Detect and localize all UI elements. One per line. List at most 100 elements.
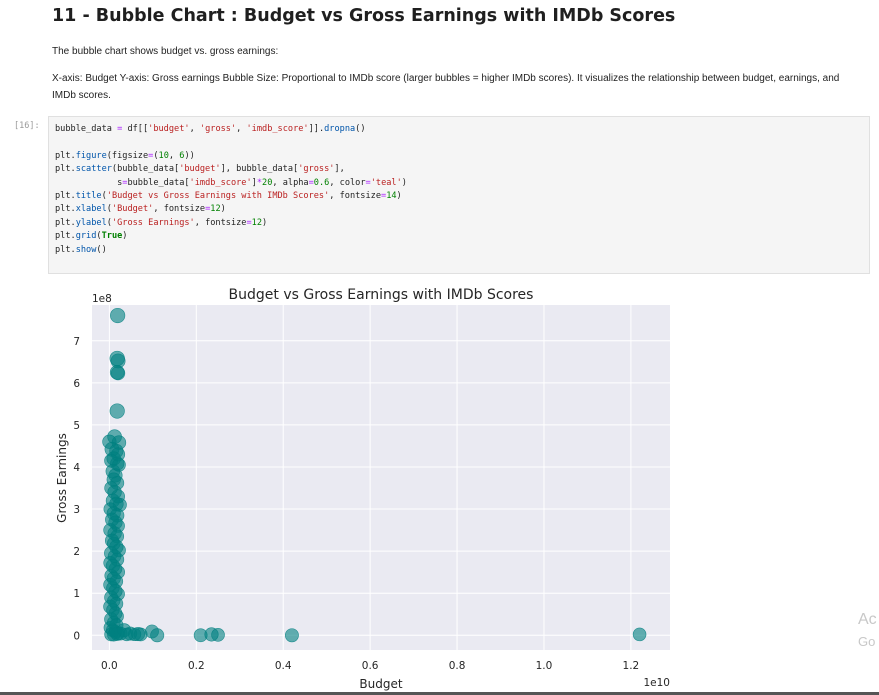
bubble-point <box>111 626 126 641</box>
bubble-point <box>108 468 123 483</box>
bubble-point <box>109 350 125 367</box>
bubble-point <box>204 627 219 642</box>
bubble-point <box>103 523 118 537</box>
plot-area <box>92 305 670 650</box>
bubble-point <box>104 453 119 468</box>
x-offset-label: 1e10 <box>643 677 670 689</box>
bubble-point <box>107 485 122 500</box>
x-tick-label: 0.2 <box>188 660 205 672</box>
bubble-point <box>110 529 125 544</box>
bubble-point <box>106 571 121 586</box>
code-editor[interactable]: bubble_data = df[['budget', 'gross', 'im… <box>55 123 407 257</box>
bubble-point <box>106 451 121 466</box>
bubble-point <box>104 546 119 561</box>
y-axis-label: Gross Earnings <box>55 433 69 523</box>
bubble-point <box>110 366 126 381</box>
bubble-point <box>113 626 128 641</box>
bubble-point <box>102 434 117 449</box>
bubble-point <box>111 435 127 450</box>
bubble-point <box>110 627 125 641</box>
x-tick-label: 0.8 <box>449 660 466 672</box>
bubble-point <box>123 626 138 641</box>
bubble-point <box>108 561 123 576</box>
bubble-point <box>106 603 120 617</box>
code-line: plt.show() <box>55 244 107 255</box>
bubble-point <box>112 458 126 472</box>
bubble-point <box>106 615 121 630</box>
x-tick-label: 0.4 <box>275 660 292 672</box>
bubble-point <box>104 568 118 583</box>
x-tick-label: 0.0 <box>101 660 118 672</box>
bubble-point <box>103 577 118 592</box>
bubble-point <box>105 512 119 527</box>
bubble-point <box>109 574 124 589</box>
code-line: plt.scatter(bubble_data['budget'], bubbl… <box>55 164 345 175</box>
y-tick-label: 6 <box>73 378 80 390</box>
y-tick-label: 3 <box>73 504 80 516</box>
x-tick-label: 1.0 <box>536 660 553 672</box>
bubble-point <box>108 515 123 530</box>
activate-windows-watermark: Ac <box>858 611 877 628</box>
y-tick-label: 0 <box>73 630 80 642</box>
bubble-point <box>109 618 124 633</box>
activate-windows-watermark-sub: Go <box>858 634 876 649</box>
bubble-point <box>109 365 125 380</box>
bubble-point <box>110 552 125 567</box>
bubble-point <box>131 626 146 642</box>
data-points <box>102 307 647 643</box>
bubble-point <box>103 621 117 635</box>
code-line: plt.grid(True) <box>55 231 128 242</box>
bubble-point <box>109 403 125 419</box>
bubble-point <box>105 558 120 573</box>
y-tick-label: 5 <box>73 420 80 432</box>
bubble-point <box>127 627 142 642</box>
y-tick-label: 4 <box>73 462 80 474</box>
code-line: plt.title('Budget vs Gross Earnings with… <box>55 190 402 201</box>
bubble-point <box>108 625 123 639</box>
bubble-point <box>145 624 159 639</box>
bubble-point <box>107 549 122 563</box>
bubble-point <box>112 497 127 512</box>
bubble-point <box>108 606 123 621</box>
bubble-point <box>111 519 125 533</box>
bubble-point <box>112 543 126 558</box>
bubble-point <box>632 627 647 642</box>
code-line <box>55 136 407 149</box>
x-tick-label: 1.2 <box>623 660 640 672</box>
bubble-point <box>211 628 225 642</box>
bubble-point <box>193 628 208 643</box>
description-paragraph: The bubble chart shows budget vs. gross … <box>52 46 279 57</box>
x-tick-labels: 0.0 0.2 0.4 0.6 0.8 1.0 1.2 <box>101 660 639 672</box>
bubble-point <box>110 476 125 490</box>
bubble-point <box>106 536 121 551</box>
bubble-point <box>109 539 124 555</box>
code-line: plt.figure(figsize=(10, 6)) <box>55 150 195 161</box>
x-axis-label: Budget <box>359 677 402 691</box>
bubble-point <box>107 628 121 642</box>
bubble-point <box>111 447 126 462</box>
bubble-point <box>133 627 148 642</box>
bubble-point <box>106 623 120 638</box>
bubble-point <box>110 609 124 623</box>
y-tick-label: 1 <box>73 588 80 600</box>
cell-execution-count: [16]: <box>14 121 40 131</box>
bubble-point <box>117 623 132 638</box>
bubble-point <box>111 565 125 580</box>
bubble-point <box>110 508 125 523</box>
bubble-point <box>104 441 120 457</box>
bubble-point <box>109 596 124 611</box>
code-line: plt.xlabel('Budget', fontsize=12) <box>55 204 226 215</box>
section-heading: 11 - Bubble Chart : Budget vs Gross Earn… <box>52 6 676 26</box>
x-tick-label: 0.6 <box>362 660 379 672</box>
bubble-point <box>110 456 125 471</box>
bubble-point <box>120 627 134 642</box>
bubble-point <box>104 590 119 605</box>
bubble-point <box>111 489 125 504</box>
code-cell[interactable]: bubble_data = df[['budget', 'gross', 'im… <box>48 116 870 274</box>
bubble-point <box>107 526 122 541</box>
bubble-point <box>109 443 124 459</box>
bubble-point <box>108 584 123 599</box>
bubble-point <box>103 556 118 570</box>
bubble-point <box>106 581 120 595</box>
